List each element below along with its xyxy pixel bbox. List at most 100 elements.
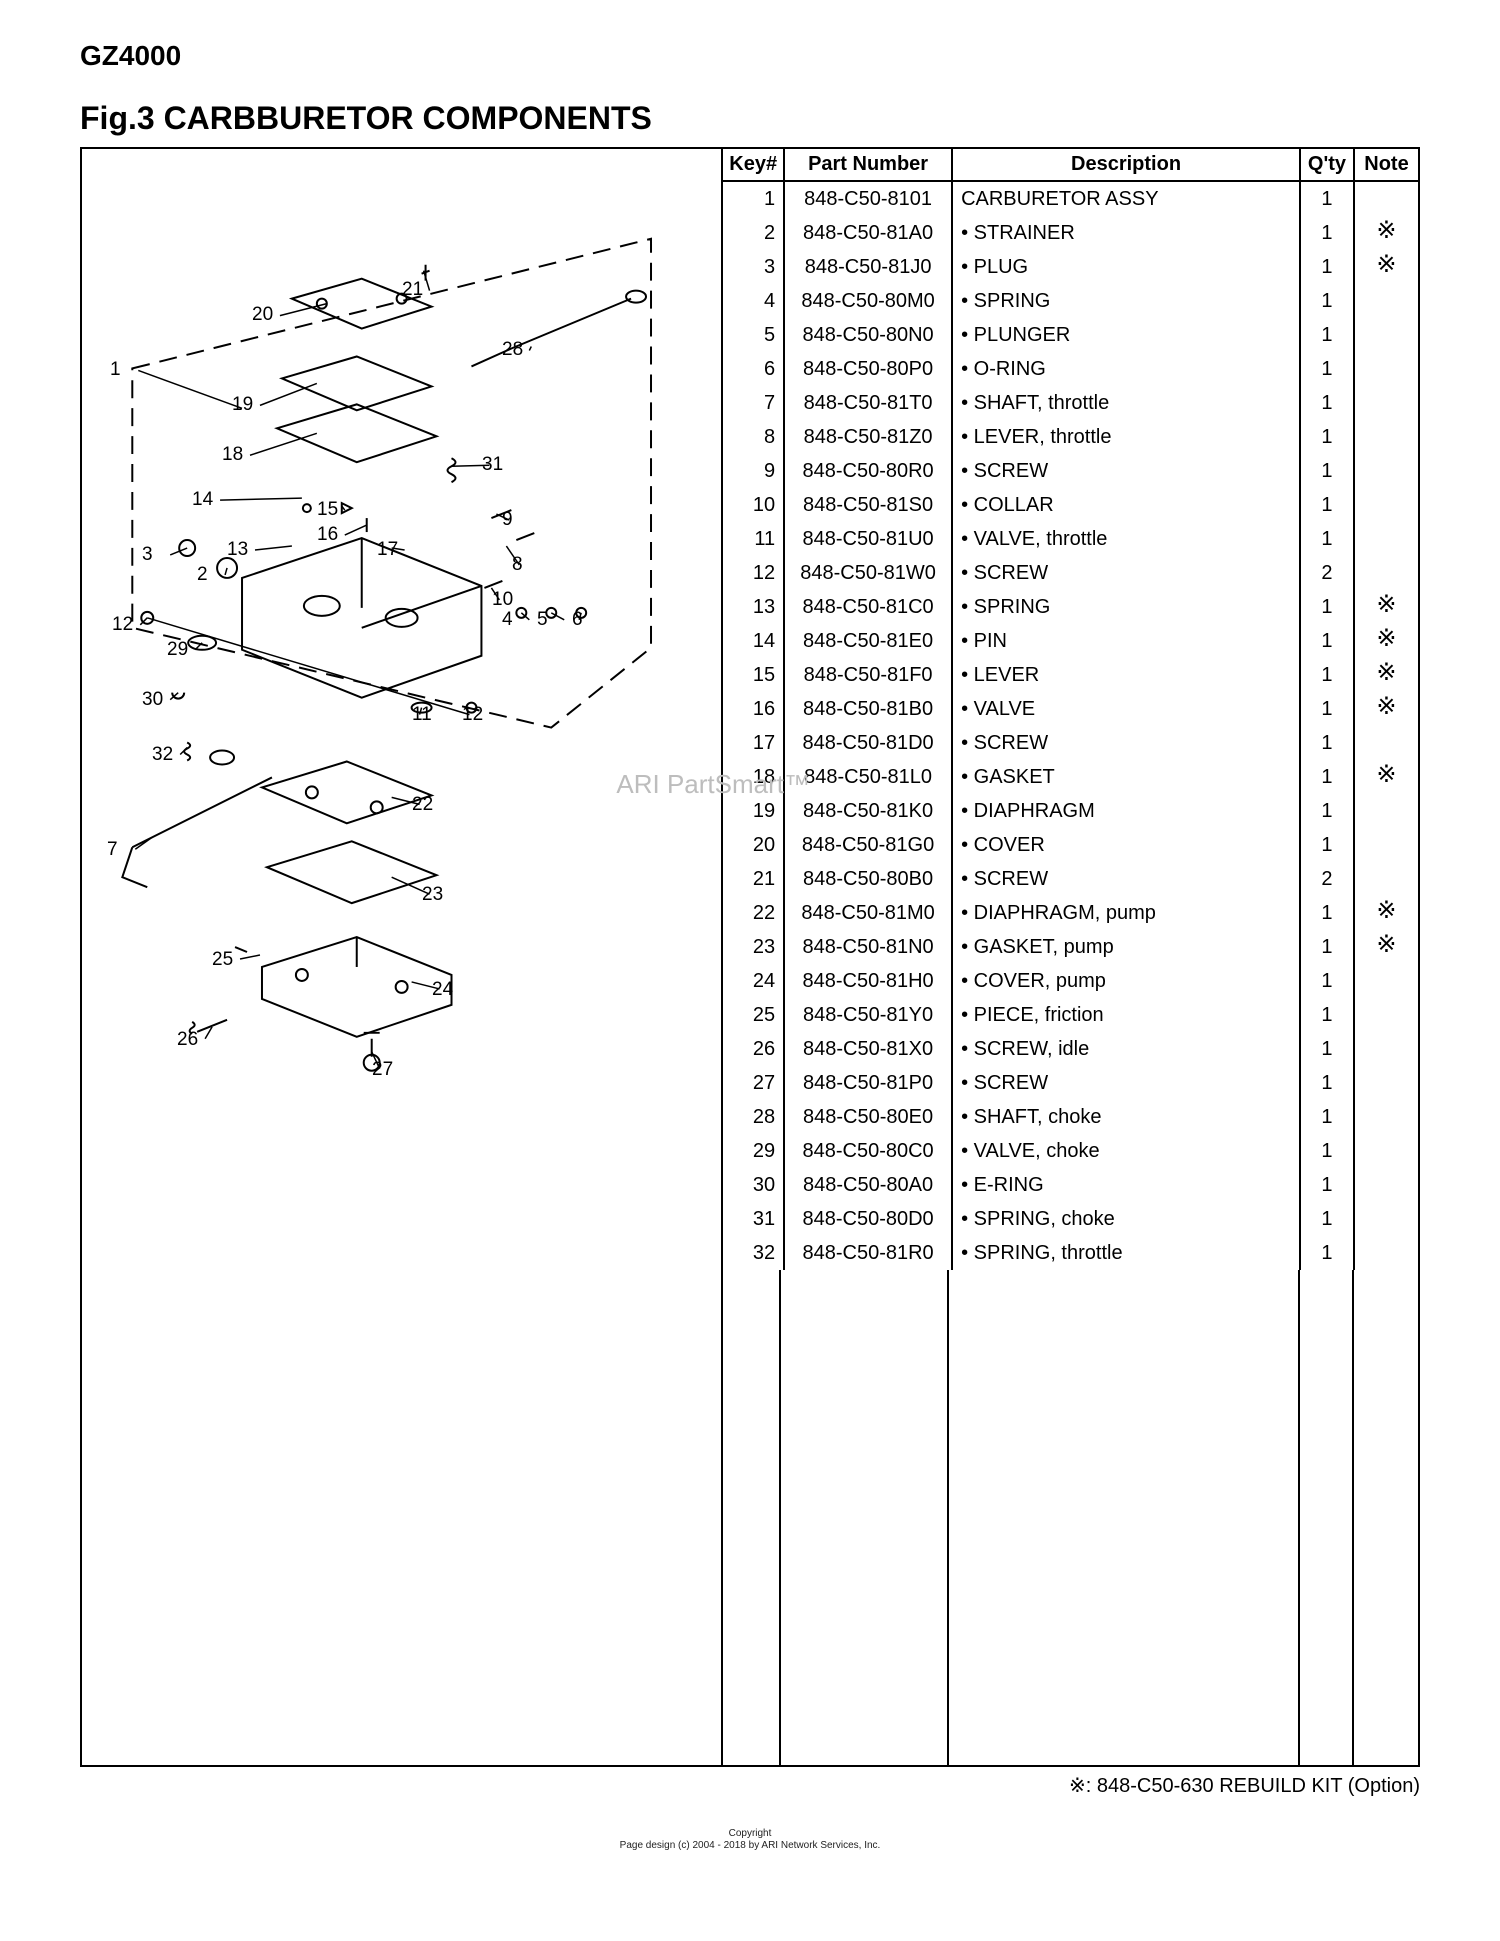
cell-note xyxy=(1354,726,1418,760)
cell-pn: 848-C50-81P0 xyxy=(784,1066,952,1100)
cell-desc: • COLLAR xyxy=(952,488,1300,522)
cell-pn: 848-C50-80B0 xyxy=(784,862,952,896)
cell-pn: 848-C50-81K0 xyxy=(784,794,952,828)
cell-desc: • VALVE, throttle xyxy=(952,522,1300,556)
cell-key: 28 xyxy=(723,1100,784,1134)
cell-desc: • LEVER xyxy=(952,658,1300,692)
cell-qty: 1 xyxy=(1300,522,1354,556)
table-row: 25848-C50-81Y0• PIECE, friction1 xyxy=(723,998,1418,1032)
table-row: 31848-C50-80D0• SPRING, choke1 xyxy=(723,1202,1418,1236)
callout-7: 7 xyxy=(107,839,118,861)
cell-note xyxy=(1354,862,1418,896)
cell-note: ※ xyxy=(1354,930,1418,964)
callout-19: 19 xyxy=(232,394,253,416)
cell-qty: 1 xyxy=(1300,998,1354,1032)
cell-note xyxy=(1354,488,1418,522)
callout-5: 5 xyxy=(537,609,548,631)
cell-qty: 1 xyxy=(1300,896,1354,930)
cell-key: 4 xyxy=(723,284,784,318)
table-row: 30848-C50-80A0• E-RING1 xyxy=(723,1168,1418,1202)
table-row: 22848-C50-81M0• DIAPHRAGM, pump1※ xyxy=(723,896,1418,930)
cell-note xyxy=(1354,1032,1418,1066)
cell-qty: 1 xyxy=(1300,250,1354,284)
table-row: 12848-C50-81W0• SCREW2 xyxy=(723,556,1418,590)
callout-12: 12 xyxy=(112,614,133,636)
cell-note: ※ xyxy=(1354,590,1418,624)
cell-desc: • O-RING xyxy=(952,352,1300,386)
copyright-line1: Copyright xyxy=(80,1828,1420,1840)
cell-desc: • PLUNGER xyxy=(952,318,1300,352)
cell-note xyxy=(1354,998,1418,1032)
cell-desc: • SCREW xyxy=(952,1066,1300,1100)
cell-qty: 1 xyxy=(1300,420,1354,454)
cell-key: 25 xyxy=(723,998,784,1032)
callout-30: 30 xyxy=(142,689,163,711)
cell-qty: 1 xyxy=(1300,216,1354,250)
callout-10: 10 xyxy=(492,589,513,611)
cell-note xyxy=(1354,1066,1418,1100)
cell-pn: 848-C50-80E0 xyxy=(784,1100,952,1134)
cell-note: ※ xyxy=(1354,760,1418,794)
callout-8: 8 xyxy=(512,554,523,576)
cell-pn: 848-C50-81L0 xyxy=(784,760,952,794)
callout-2: 2 xyxy=(197,564,208,586)
footnote: ※: 848-C50-630 REBUILD KIT (Option) xyxy=(80,1773,1420,1798)
cell-key: 19 xyxy=(723,794,784,828)
cell-key: 7 xyxy=(723,386,784,420)
cell-qty: 1 xyxy=(1300,1134,1354,1168)
cell-note xyxy=(1354,828,1418,862)
cell-note: ※ xyxy=(1354,692,1418,726)
cell-qty: 1 xyxy=(1300,454,1354,488)
cell-desc: • VALVE xyxy=(952,692,1300,726)
cell-desc: • SPRING xyxy=(952,590,1300,624)
cell-desc: • GASKET xyxy=(952,760,1300,794)
cell-desc: • SPRING, choke xyxy=(952,1202,1300,1236)
cell-key: 20 xyxy=(723,828,784,862)
cell-pn: 848-C50-81M0 xyxy=(784,896,952,930)
table-row: 20848-C50-81G0• COVER1 xyxy=(723,828,1418,862)
table-row: 18848-C50-81L0• GASKET1※ xyxy=(723,760,1418,794)
cell-pn: 848-C50-81W0 xyxy=(784,556,952,590)
cell-desc: • SCREW xyxy=(952,862,1300,896)
cell-desc: CARBURETOR ASSY xyxy=(952,181,1300,216)
cell-key: 32 xyxy=(723,1236,784,1270)
callout-29: 29 xyxy=(167,639,188,661)
cell-pn: 848-C50-81T0 xyxy=(784,386,952,420)
cell-pn: 848-C50-81Z0 xyxy=(784,420,952,454)
cell-key: 11 xyxy=(723,522,784,556)
cell-qty: 1 xyxy=(1300,488,1354,522)
cell-key: 17 xyxy=(723,726,784,760)
cell-note: ※ xyxy=(1354,250,1418,284)
cell-key: 5 xyxy=(723,318,784,352)
table-row: 7848-C50-81T0• SHAFT, throttle1 xyxy=(723,386,1418,420)
table-row: 24848-C50-81H0• COVER, pump1 xyxy=(723,964,1418,998)
cell-pn: 848-C50-81J0 xyxy=(784,250,952,284)
table-row: 4848-C50-80M0• SPRING1 xyxy=(723,284,1418,318)
cell-note xyxy=(1354,454,1418,488)
callout-21: 21 xyxy=(402,279,423,301)
cell-desc: • DIAPHRAGM xyxy=(952,794,1300,828)
callout-26: 26 xyxy=(177,1029,198,1051)
cell-desc: • DIAPHRAGM, pump xyxy=(952,896,1300,930)
cell-qty: 1 xyxy=(1300,964,1354,998)
cell-note xyxy=(1354,964,1418,998)
exploded-diagram xyxy=(82,149,721,1765)
table-row: 3848-C50-81J0• PLUG1※ xyxy=(723,250,1418,284)
callout-1: 1 xyxy=(110,359,121,381)
parts-table-pane: Key# Part Number Description Q'ty Note 1… xyxy=(723,149,1418,1765)
table-row: 1848-C50-8101CARBURETOR ASSY1 xyxy=(723,181,1418,216)
cell-desc: • COVER, pump xyxy=(952,964,1300,998)
cell-desc: • PIECE, friction xyxy=(952,998,1300,1032)
cell-qty: 1 xyxy=(1300,624,1354,658)
table-row: 21848-C50-80B0• SCREW2 xyxy=(723,862,1418,896)
cell-desc: • PIN xyxy=(952,624,1300,658)
cell-key: 15 xyxy=(723,658,784,692)
cell-note xyxy=(1354,352,1418,386)
cell-key: 26 xyxy=(723,1032,784,1066)
cell-key: 9 xyxy=(723,454,784,488)
cell-desc: • STRAINER xyxy=(952,216,1300,250)
callout-16: 16 xyxy=(317,524,338,546)
cell-note: ※ xyxy=(1354,624,1418,658)
cell-desc: • SPRING, throttle xyxy=(952,1236,1300,1270)
table-row: 13848-C50-81C0• SPRING1※ xyxy=(723,590,1418,624)
